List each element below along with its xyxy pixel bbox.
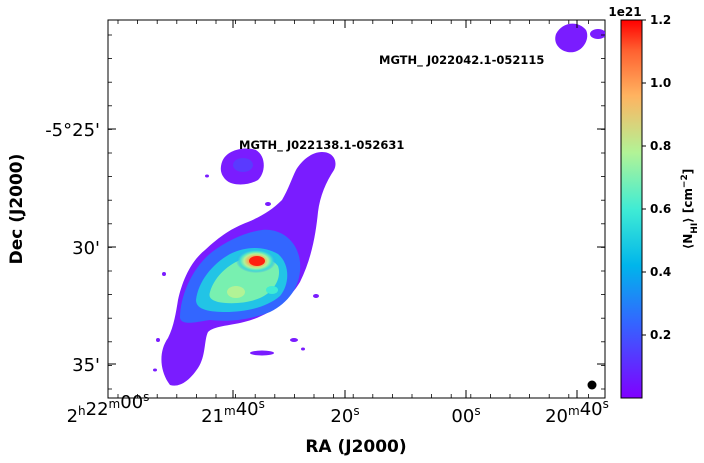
y-tick-label: 35' [72, 355, 100, 376]
y-axis-title: Dec (J2000) [7, 154, 27, 265]
colorbar-tick-label: 0.6 [650, 202, 671, 216]
y-tick-label: -5°25' [45, 120, 100, 141]
colorbar-tick-label: 0.4 [650, 265, 671, 279]
y-tick-label: 30' [72, 238, 100, 259]
x-tick-label: 21m40s [201, 397, 265, 427]
hi-clump [153, 368, 157, 372]
annotation-label: MGTH_ J022138.1-052631 [239, 138, 404, 153]
hi-clump [156, 338, 160, 342]
x-tick-label: 20m40s [545, 397, 609, 427]
peak-core [249, 256, 265, 266]
colorbar [620, 19, 643, 399]
colorbar-ticks: 0.2 0.4 0.6 0.8 1.0 1.2 [642, 13, 671, 342]
companion-galaxy-2-blob [590, 29, 605, 39]
hi-clump [250, 350, 274, 356]
colorbar-tick-label: 0.8 [650, 139, 671, 153]
colorbar-scale-label: 1e21 [608, 5, 641, 19]
hi-clump [290, 338, 298, 342]
annotation-label: MGTH_ J022042.1-052115 [379, 53, 544, 68]
x-tick-label: 20s [330, 404, 359, 427]
companion-galaxy-2 [555, 23, 588, 53]
main-galaxy-patch [266, 286, 278, 294]
colorbar-title: ⟨NHI⟩ [cm−2] [680, 169, 700, 249]
hi-clump [265, 202, 271, 206]
hi-clump [301, 347, 305, 351]
hi-clump [313, 294, 319, 298]
x-axis-title: RA (J2000) [305, 437, 406, 457]
colorbar-tick-label: 1.2 [650, 13, 671, 27]
beam-marker [587, 380, 597, 390]
hi-emission-map [153, 23, 605, 386]
colorbar-tick-label: 1.0 [650, 76, 671, 90]
x-tick-label: 00s [451, 404, 480, 427]
main-galaxy-patch [227, 286, 245, 298]
companion-galaxy-1-inner [233, 158, 253, 172]
colorbar-tick-label: 0.2 [650, 328, 671, 342]
hi-clump [162, 272, 166, 276]
hi-clump [205, 174, 209, 178]
